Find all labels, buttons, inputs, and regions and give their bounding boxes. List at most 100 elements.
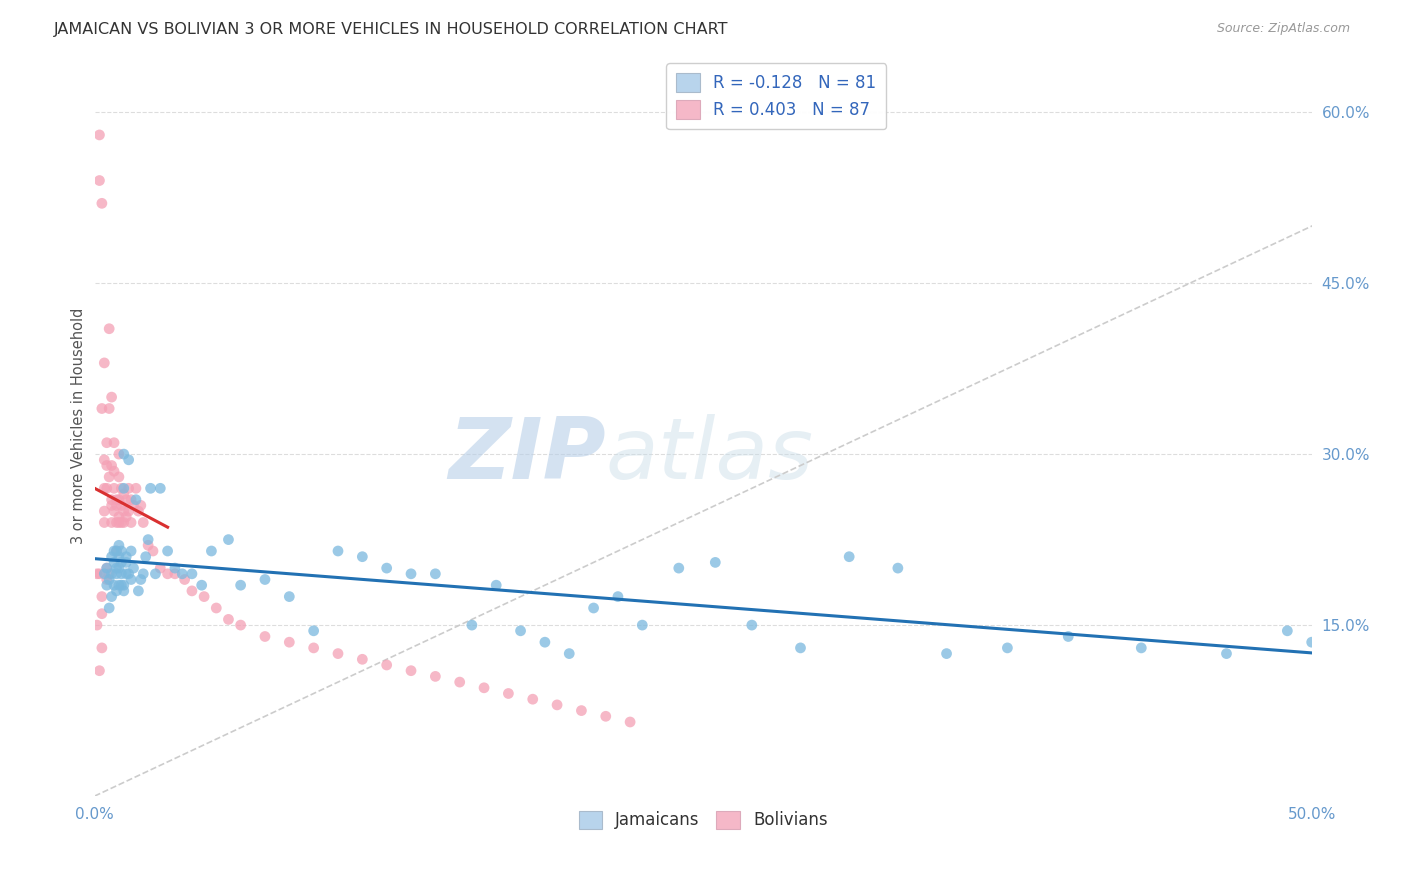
Point	[375, 561, 398, 575]
Point	[120, 573, 142, 587]
Point	[112, 516, 135, 530]
Point	[100, 516, 122, 530]
Point	[118, 504, 141, 518]
Point	[200, 544, 222, 558]
Point	[120, 492, 142, 507]
Point	[120, 516, 142, 530]
Point	[253, 630, 276, 644]
Point	[132, 516, 155, 530]
Point	[181, 566, 204, 581]
Point	[90, 401, 112, 416]
Point	[93, 452, 115, 467]
Point	[100, 566, 122, 581]
Point	[193, 590, 215, 604]
Point	[461, 618, 484, 632]
Point	[935, 647, 957, 661]
Point	[558, 647, 581, 661]
Point	[229, 578, 252, 592]
Point	[425, 669, 447, 683]
Point	[1130, 640, 1153, 655]
Point	[96, 561, 118, 575]
Point	[93, 516, 115, 530]
Point	[149, 561, 172, 575]
Point	[90, 590, 112, 604]
Point	[173, 573, 195, 587]
Point	[582, 601, 605, 615]
Point	[93, 566, 115, 581]
Point	[217, 533, 239, 547]
Point	[1057, 630, 1080, 644]
Point	[1215, 647, 1237, 661]
Point	[129, 499, 152, 513]
Point	[120, 544, 142, 558]
Point	[534, 635, 557, 649]
Y-axis label: 3 or more Vehicles in Household: 3 or more Vehicles in Household	[72, 308, 86, 544]
Point	[118, 452, 141, 467]
Point	[145, 566, 167, 581]
Point	[90, 640, 112, 655]
Point	[108, 516, 131, 530]
Point	[278, 590, 301, 604]
Point	[326, 647, 349, 661]
Point	[93, 504, 115, 518]
Point	[122, 561, 145, 575]
Point	[112, 578, 135, 592]
Point	[110, 566, 132, 581]
Point	[86, 566, 108, 581]
Point	[108, 561, 131, 575]
Text: JAMAICAN VS BOLIVIAN 3 OR MORE VEHICLES IN HOUSEHOLD CORRELATION CHART: JAMAICAN VS BOLIVIAN 3 OR MORE VEHICLES …	[53, 22, 728, 37]
Point	[112, 583, 135, 598]
Point	[704, 555, 727, 569]
Point	[96, 481, 118, 495]
Point	[115, 509, 138, 524]
Point	[105, 583, 128, 598]
Point	[98, 470, 121, 484]
Point	[105, 492, 128, 507]
Point	[789, 640, 811, 655]
Point	[156, 566, 179, 581]
Point	[485, 578, 508, 592]
Point	[90, 607, 112, 621]
Point	[546, 698, 568, 712]
Point	[98, 573, 121, 587]
Point	[115, 492, 138, 507]
Point	[105, 544, 128, 558]
Point	[149, 481, 172, 495]
Point	[352, 652, 374, 666]
Point	[105, 516, 128, 530]
Point	[571, 704, 593, 718]
Point	[96, 435, 118, 450]
Point	[112, 487, 135, 501]
Point	[472, 681, 495, 695]
Point	[142, 544, 165, 558]
Point	[190, 578, 212, 592]
Point	[103, 544, 125, 558]
Point	[105, 566, 128, 581]
Point	[606, 590, 628, 604]
Text: Source: ZipAtlas.com: Source: ZipAtlas.com	[1216, 22, 1350, 36]
Point	[103, 504, 125, 518]
Point	[89, 173, 111, 187]
Point	[163, 566, 186, 581]
Point	[163, 561, 186, 575]
Point	[115, 555, 138, 569]
Point	[110, 555, 132, 569]
Point	[100, 492, 122, 507]
Point	[98, 322, 121, 336]
Point	[741, 618, 763, 632]
Point	[118, 566, 141, 581]
Point	[110, 499, 132, 513]
Point	[108, 470, 131, 484]
Point	[399, 664, 422, 678]
Point	[108, 549, 131, 564]
Point	[887, 561, 910, 575]
Point	[509, 624, 531, 638]
Point	[103, 555, 125, 569]
Point	[253, 573, 276, 587]
Point	[100, 499, 122, 513]
Point	[115, 566, 138, 581]
Point	[89, 128, 111, 142]
Point	[105, 499, 128, 513]
Point	[100, 458, 122, 473]
Point	[110, 481, 132, 495]
